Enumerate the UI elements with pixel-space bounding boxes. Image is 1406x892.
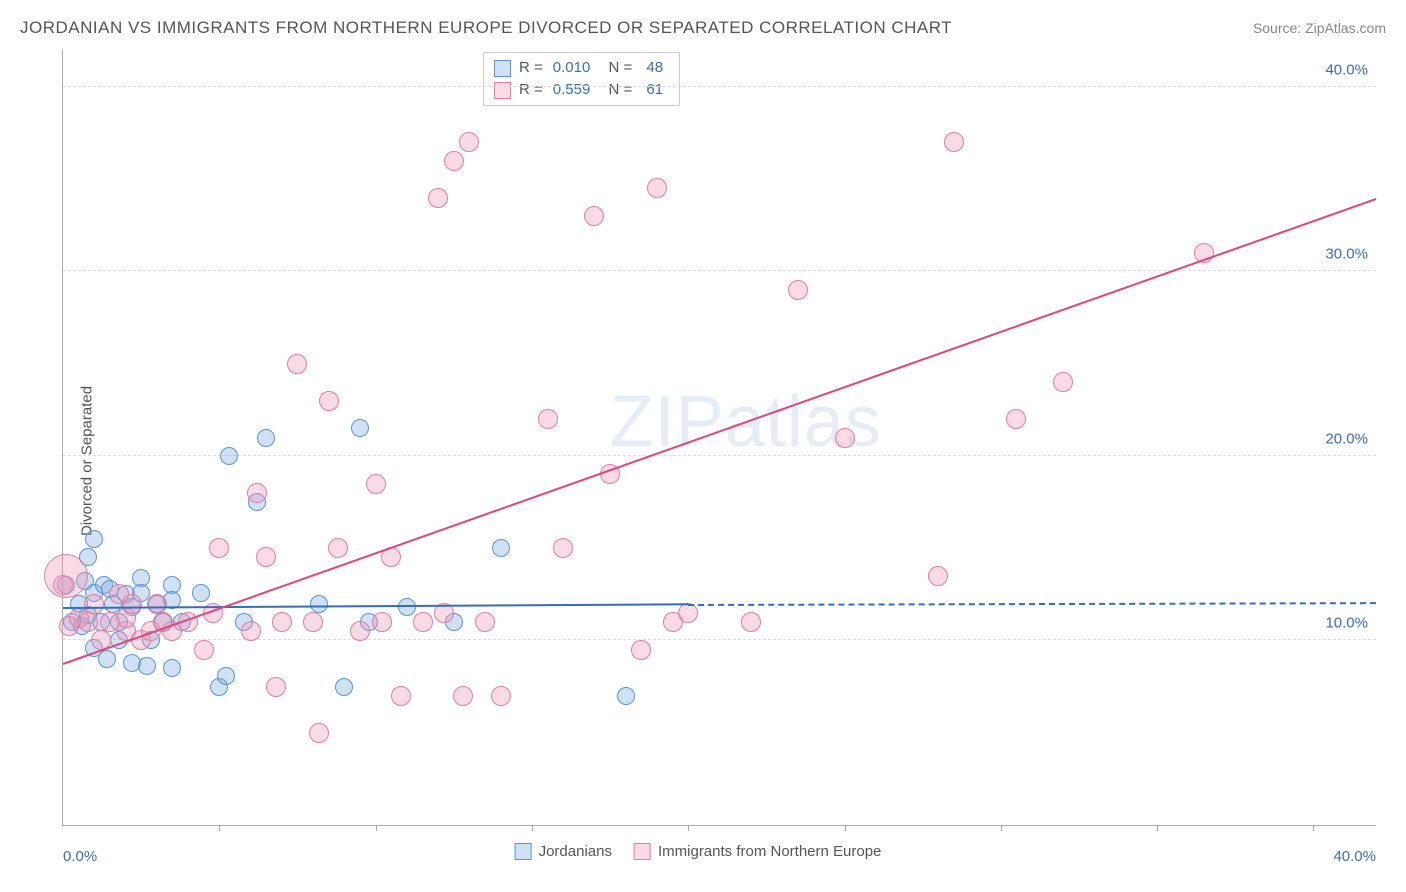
- stat-r-label: R =: [519, 57, 543, 79]
- data-point: [192, 584, 210, 602]
- data-point: [98, 650, 116, 668]
- legend-swatch: [634, 843, 651, 860]
- data-point: [287, 354, 307, 374]
- data-point: [391, 686, 411, 706]
- data-point: [647, 178, 667, 198]
- data-point: [272, 612, 292, 632]
- data-point: [257, 429, 275, 447]
- data-point: [209, 538, 229, 558]
- x-tick: [1313, 825, 1314, 831]
- data-point-large: [44, 554, 88, 598]
- x-tick: [1001, 825, 1002, 831]
- legend-swatch: [515, 843, 532, 860]
- trend-line: [688, 602, 1376, 606]
- data-point: [310, 595, 328, 613]
- x-tick: [532, 825, 533, 831]
- stat-r-value: 0.559: [553, 79, 591, 101]
- data-point: [194, 640, 214, 660]
- data-point: [366, 474, 386, 494]
- y-tick-label: 10.0%: [1325, 615, 1368, 632]
- stats-legend-box: R = 0.010 N = 48 R = 0.559 N = 61: [483, 52, 680, 106]
- x-tick: [1157, 825, 1158, 831]
- data-point: [584, 206, 604, 226]
- data-point: [147, 594, 167, 614]
- data-point: [85, 530, 103, 548]
- legend-item: Jordanians: [515, 843, 612, 860]
- x-tick: [688, 825, 689, 831]
- data-point: [266, 677, 286, 697]
- data-point: [944, 132, 964, 152]
- data-point: [631, 640, 651, 660]
- x-tick: [845, 825, 846, 831]
- legend-swatch: [494, 60, 511, 77]
- x-tick-label: 0.0%: [63, 848, 97, 865]
- data-point: [247, 483, 267, 503]
- chart-container: Divorced or Separated ZIPatlas R =0.010 …: [20, 50, 1376, 872]
- stat-n-value: 61: [642, 79, 663, 101]
- stat-n-label: N =: [604, 57, 632, 79]
- data-point: [84, 594, 104, 614]
- legend-swatch: [494, 82, 511, 99]
- data-point: [351, 419, 369, 437]
- stat-n-label: N =: [604, 79, 632, 101]
- data-point: [453, 686, 473, 706]
- gridline: [63, 86, 1376, 87]
- data-point: [835, 428, 855, 448]
- data-point: [617, 687, 635, 705]
- data-point: [928, 566, 948, 586]
- data-point: [428, 188, 448, 208]
- data-point: [328, 538, 348, 558]
- gridline: [63, 639, 1376, 640]
- data-point: [788, 280, 808, 300]
- data-point: [309, 723, 329, 743]
- data-point: [492, 539, 510, 557]
- stat-r-value: 0.010: [553, 57, 591, 79]
- data-point: [220, 447, 238, 465]
- source-label: Source: ZipAtlas.com: [1253, 20, 1386, 36]
- gridline: [63, 455, 1376, 456]
- data-point: [350, 621, 370, 641]
- data-point: [475, 612, 495, 632]
- data-point: [459, 132, 479, 152]
- x-tick: [376, 825, 377, 831]
- plot-area: ZIPatlas R =0.010 N = 48R =0.559 N = 61 …: [62, 50, 1376, 826]
- data-point: [553, 538, 573, 558]
- legend-label: Jordanians: [539, 843, 612, 860]
- data-point: [241, 621, 261, 641]
- data-point: [163, 659, 181, 677]
- data-point: [78, 612, 98, 632]
- data-point: [538, 409, 558, 429]
- data-point: [741, 612, 761, 632]
- y-tick-label: 20.0%: [1325, 430, 1368, 447]
- series-legend: Jordanians Immigrants from Northern Europ…: [515, 843, 882, 860]
- stat-n-value: 48: [642, 57, 663, 79]
- y-tick-label: 40.0%: [1325, 61, 1368, 78]
- legend-label: Immigrants from Northern Europe: [658, 843, 881, 860]
- data-point: [122, 594, 142, 614]
- stats-row: R = 0.559 N = 61: [494, 79, 669, 101]
- legend-item: Immigrants from Northern Europe: [634, 843, 881, 860]
- stat-r-label: R =: [519, 79, 543, 101]
- data-point: [217, 667, 235, 685]
- data-point: [1006, 409, 1026, 429]
- chart-title: JORDANIAN VS IMMIGRANTS FROM NORTHERN EU…: [20, 18, 952, 38]
- data-point: [398, 598, 416, 616]
- stats-row: R = 0.010 N = 48: [494, 57, 669, 79]
- data-point: [413, 612, 433, 632]
- data-point: [256, 547, 276, 567]
- x-tick: [219, 825, 220, 831]
- data-point: [491, 686, 511, 706]
- data-point: [1053, 372, 1073, 392]
- data-point: [319, 391, 339, 411]
- data-point: [444, 151, 464, 171]
- data-point: [303, 612, 323, 632]
- x-tick-label: 40.0%: [1333, 848, 1376, 865]
- y-tick-label: 30.0%: [1325, 246, 1368, 263]
- data-point: [335, 678, 353, 696]
- data-point: [372, 612, 392, 632]
- data-point: [138, 657, 156, 675]
- gridline: [63, 270, 1376, 271]
